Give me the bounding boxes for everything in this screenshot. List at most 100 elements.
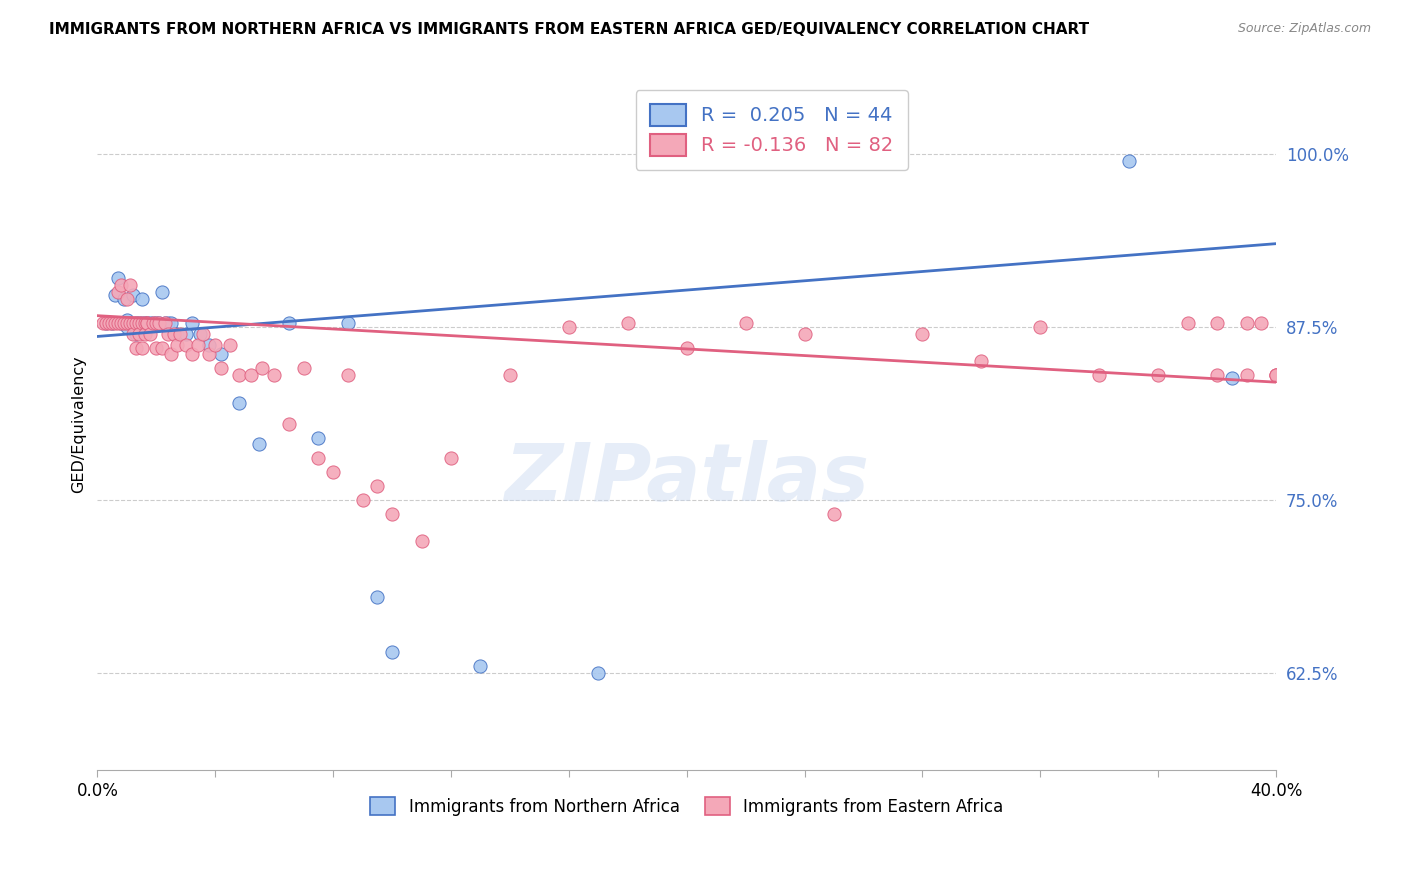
Point [124,341,146,355]
Point [139,326,162,341]
Point [180,347,202,361]
Point [277,417,299,431]
Point [153,316,176,330]
Point [134,326,156,341]
Point [128,326,150,341]
Point [588,666,610,681]
Point [112,316,135,330]
Point [793,326,815,341]
Point [336,316,359,330]
Point [131,316,153,330]
Point [440,451,463,466]
Point [166,326,188,341]
Point [131,316,153,330]
Point [198,347,221,361]
Point [1236,316,1258,330]
Point [131,292,153,306]
Point [366,479,388,493]
Point [110,316,132,330]
Point [558,319,581,334]
Y-axis label: GED/Equivalency: GED/Equivalency [72,355,86,492]
Point [381,645,404,659]
Text: ZIPatlas: ZIPatlas [505,440,869,518]
Point [499,368,522,383]
Point [98,316,121,330]
Point [136,316,159,330]
Point [104,316,127,330]
Point [121,316,143,330]
Point [148,316,170,330]
Point [91,316,114,330]
Point [124,316,146,330]
Point [157,326,180,341]
Point [121,288,143,302]
Point [1206,316,1229,330]
Point [193,326,215,341]
Point [1265,368,1288,383]
Point [121,326,143,341]
Point [104,288,127,302]
Point [142,316,165,330]
Point [148,316,170,330]
Point [153,316,176,330]
Point [366,590,388,604]
Point [107,285,129,300]
Point [381,507,404,521]
Point [470,659,492,673]
Point [115,319,138,334]
Text: Source: ZipAtlas.com: Source: ZipAtlas.com [1237,22,1371,36]
Point [160,347,183,361]
Point [112,292,135,306]
Point [970,354,993,368]
Point [124,326,146,341]
Point [228,368,250,383]
Point [277,316,299,330]
Point [118,316,141,330]
Point [112,316,135,330]
Point [136,316,159,330]
Point [190,326,212,341]
Point [128,316,150,330]
Point [101,316,124,330]
Point [1265,368,1288,383]
Point [180,316,202,330]
Point [131,341,153,355]
Point [163,326,186,341]
Point [307,431,329,445]
Point [204,338,226,352]
Point [1220,371,1243,385]
Point [411,534,433,549]
Point [157,316,180,330]
Point [174,338,197,352]
Point [1236,368,1258,383]
Point [96,316,118,330]
Point [145,316,167,330]
Point [352,492,374,507]
Point [617,316,640,330]
Point [734,316,756,330]
Point [292,361,315,376]
Point [1147,368,1170,383]
Point [209,361,232,376]
Point [145,316,167,330]
Point [107,316,129,330]
Point [166,338,188,352]
Point [198,338,221,352]
Point [115,313,138,327]
Point [150,341,173,355]
Point [118,316,141,330]
Point [252,361,274,376]
Point [145,341,167,355]
Point [1029,319,1052,334]
Point [136,316,159,330]
Point [110,316,132,330]
Point [263,368,285,383]
Point [911,326,934,341]
Point [118,278,141,293]
Point [115,316,138,330]
Point [239,368,262,383]
Point [96,316,118,330]
Point [1265,368,1288,383]
Point [107,271,129,285]
Point [169,326,191,341]
